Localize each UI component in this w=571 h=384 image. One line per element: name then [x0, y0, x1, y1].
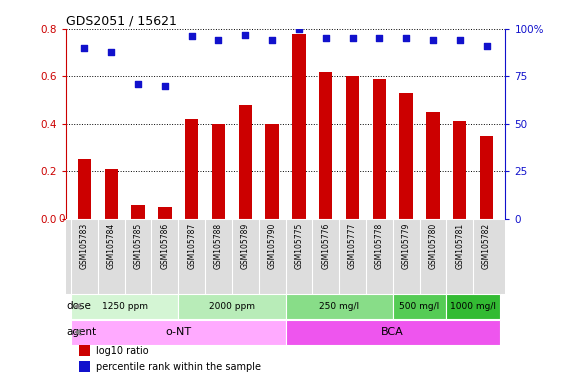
- Bar: [480, 136, 493, 219]
- Bar: [79, 361, 90, 372]
- Text: GSM105783: GSM105783: [80, 223, 89, 269]
- Text: BCA: BCA: [381, 327, 404, 337]
- Text: GSM105789: GSM105789: [241, 223, 250, 269]
- Bar: [71, 320, 286, 344]
- Text: GSM105782: GSM105782: [482, 223, 491, 269]
- Text: GSM105788: GSM105788: [214, 223, 223, 269]
- Text: GSM105775: GSM105775: [295, 223, 303, 269]
- Text: GSM105785: GSM105785: [134, 223, 143, 269]
- Text: GDS2051 / 15621: GDS2051 / 15621: [66, 15, 176, 28]
- Point: [80, 45, 89, 51]
- Point: [214, 37, 223, 43]
- Point: [160, 83, 170, 89]
- Bar: [185, 119, 198, 219]
- Bar: [292, 33, 305, 219]
- Bar: [71, 294, 178, 319]
- Bar: [212, 124, 225, 219]
- Bar: [239, 105, 252, 219]
- Bar: [178, 294, 286, 319]
- Point: [187, 33, 196, 40]
- Point: [294, 26, 303, 32]
- Text: GSM105779: GSM105779: [401, 223, 411, 269]
- Text: GSM105781: GSM105781: [455, 223, 464, 269]
- Point: [401, 35, 411, 41]
- Point: [455, 37, 464, 43]
- Bar: [78, 159, 91, 219]
- Bar: [400, 93, 413, 219]
- Bar: [131, 205, 145, 219]
- Text: agent: agent: [66, 327, 96, 337]
- Bar: [447, 294, 500, 319]
- Bar: [426, 112, 440, 219]
- Text: o-NT: o-NT: [165, 327, 191, 337]
- Text: percentile rank within the sample: percentile rank within the sample: [96, 362, 262, 372]
- Text: 500 mg/l: 500 mg/l: [400, 302, 440, 311]
- Bar: [79, 345, 90, 356]
- Bar: [286, 320, 500, 344]
- Text: GSM105780: GSM105780: [428, 223, 437, 269]
- Text: log10 ratio: log10 ratio: [96, 346, 149, 356]
- Point: [482, 43, 491, 49]
- Bar: [104, 169, 118, 219]
- Bar: [453, 121, 467, 219]
- Text: GSM105787: GSM105787: [187, 223, 196, 269]
- Text: GSM105777: GSM105777: [348, 223, 357, 269]
- Bar: [319, 71, 332, 219]
- Text: GSM105784: GSM105784: [107, 223, 116, 269]
- Bar: [346, 76, 359, 219]
- Text: 1250 ppm: 1250 ppm: [102, 302, 148, 311]
- Point: [268, 37, 277, 43]
- Bar: [393, 294, 447, 319]
- Bar: [373, 79, 386, 219]
- Point: [348, 35, 357, 41]
- Bar: [266, 124, 279, 219]
- Point: [428, 37, 437, 43]
- Text: 1000 mg/l: 1000 mg/l: [450, 302, 496, 311]
- Point: [134, 81, 143, 87]
- Text: 250 mg/l: 250 mg/l: [319, 302, 359, 311]
- Point: [321, 35, 330, 41]
- Bar: [158, 207, 171, 219]
- Point: [107, 48, 116, 55]
- Text: GSM105776: GSM105776: [321, 223, 330, 269]
- Point: [241, 31, 250, 38]
- Point: [375, 35, 384, 41]
- Text: dose: dose: [66, 301, 91, 311]
- Text: 0: 0: [59, 214, 65, 224]
- Text: 2000 ppm: 2000 ppm: [209, 302, 255, 311]
- Text: GSM105786: GSM105786: [160, 223, 170, 269]
- Bar: [286, 294, 393, 319]
- Text: GSM105778: GSM105778: [375, 223, 384, 269]
- Text: GSM105790: GSM105790: [268, 223, 276, 269]
